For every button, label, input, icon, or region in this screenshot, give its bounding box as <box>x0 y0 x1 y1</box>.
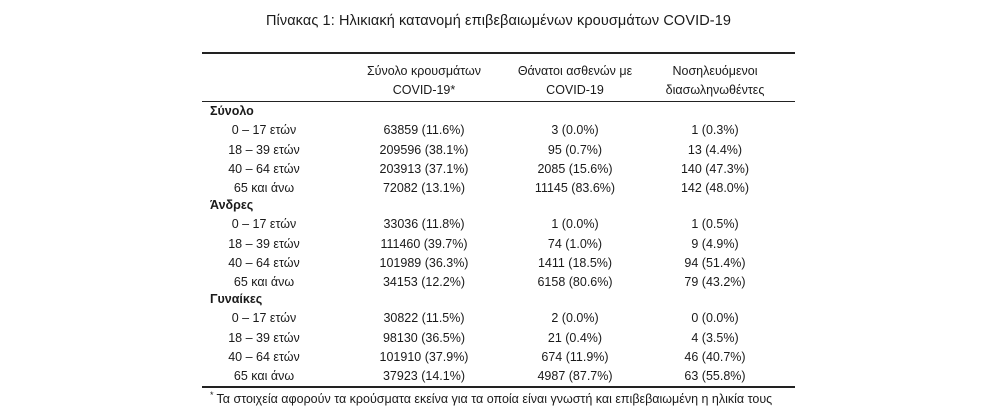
row-label: 0 – 17 ετών <box>231 217 297 232</box>
table-row: 18 – 39 ετών 98130 (36.5%) 21 (0.4%) 4 (3.5… <box>0 331 997 350</box>
intubated-cell: 140 (47.3%) <box>680 161 750 176</box>
cases-cell: 101989 (36.3%) <box>379 255 469 270</box>
table-row: 65 και άνω 37923 (14.1%) 4987 (87.7%) 63 (5… <box>0 369 997 388</box>
row-label: 18 – 39 ετών <box>228 142 300 157</box>
column-header-total-cases: Σύνολο κρουσμάτων COVID-19* <box>345 62 503 100</box>
footnote-marker: * <box>210 390 214 400</box>
cases-cell: 203913 (37.1%) <box>379 161 469 176</box>
deaths-cell: 674 (11.9%) <box>541 349 609 364</box>
cases-cell: 34153 (12.2%) <box>382 275 465 290</box>
intubated-cell: 94 (51.4%) <box>684 255 746 270</box>
intubated-cell: 79 (43.2%) <box>684 275 746 290</box>
deaths-cell: 1411 (18.5%) <box>537 255 613 270</box>
table-row: 65 και άνω 34153 (12.2%) 6158 (80.6%) 79 (4… <box>0 275 997 294</box>
column-header-intubated: Νοσηλευόμενοι διασωληνωθέντες <box>645 62 785 100</box>
table-row: 0 – 17 ετών 30822 (11.5%) 2 (0.0%) 0 (0.0%) <box>0 311 997 330</box>
intubated-cell: 46 (40.7%) <box>684 349 746 364</box>
row-label: 40 – 64 ετών <box>228 349 300 364</box>
table-title: Πίνακας 1: Ηλικιακή κατανομή επιβεβαιωμέ… <box>265 13 732 29</box>
column-header-deaths: Θάνατοι ασθενών με COVID-19 <box>505 62 645 100</box>
row-label: 65 και άνω <box>233 181 295 196</box>
column-header-line: διασωληνωθέντες <box>665 83 765 97</box>
deaths-cell: 4987 (87.7%) <box>537 369 613 384</box>
intubated-cell: 4 (3.5%) <box>691 330 739 345</box>
deaths-cell: 74 (1.0%) <box>547 236 603 251</box>
row-label: 65 και άνω <box>233 369 295 384</box>
cases-cell: 101910 (37.9%) <box>379 349 469 364</box>
row-label: 18 – 39 ετών <box>228 236 300 251</box>
footnote: * Τα στοιχεία αφορούν τα κρούσματα εκείνα… <box>210 390 772 406</box>
cases-cell: 72082 (13.1%) <box>382 181 465 196</box>
cases-cell: 111460 (39.7%) <box>380 236 468 251</box>
row-label: 40 – 64 ετών <box>228 255 300 270</box>
table-top-rule <box>202 52 795 54</box>
row-label: 18 – 39 ετών <box>228 330 300 345</box>
deaths-cell: 11145 (83.6%) <box>534 181 616 196</box>
deaths-cell: 2 (0.0%) <box>551 311 599 326</box>
table-row: 0 – 17 ετών 63859 (11.6%) 3 (0.0%) 1 (0.3%) <box>0 123 997 142</box>
deaths-cell: 95 (0.7%) <box>547 142 603 157</box>
cases-cell: 63859 (11.6%) <box>383 123 465 138</box>
table-row: 65 και άνω 72082 (13.1%) 11145 (83.6%) 142 … <box>0 181 997 200</box>
deaths-cell: 6158 (80.6%) <box>537 275 613 290</box>
column-header-line: COVID-19* <box>392 83 456 97</box>
deaths-cell: 1 (0.0%) <box>551 217 599 232</box>
table-row: 40 – 64 ετών 203913 (37.1%) 2085 (15.6%) 14… <box>0 162 997 181</box>
deaths-cell: 3 (0.0%) <box>551 123 599 138</box>
deaths-cell: 2085 (15.6%) <box>537 161 613 176</box>
column-header-line: Σύνολο κρουσμάτων <box>366 64 482 78</box>
row-label: 65 και άνω <box>233 275 295 290</box>
cases-cell: 209596 (38.1%) <box>379 142 469 157</box>
intubated-cell: 142 (48.0%) <box>680 181 750 196</box>
intubated-cell: 63 (55.8%) <box>684 369 746 384</box>
table-row: 40 – 64 ετών 101989 (36.3%) 1411 (18.5%) 94… <box>0 256 997 275</box>
table-row: 0 – 17 ετών 33036 (11.8%) 1 (0.0%) 1 (0.5%) <box>0 217 997 236</box>
intubated-cell: 13 (4.4%) <box>687 142 743 157</box>
column-header-line: COVID-19 <box>546 83 604 97</box>
cases-cell: 30822 (11.5%) <box>383 311 465 326</box>
row-label: 0 – 17 ετών <box>231 311 297 326</box>
cases-cell: 37923 (14.1%) <box>382 369 465 384</box>
intubated-cell: 1 (0.5%) <box>691 217 739 232</box>
column-header-line: Νοσηλευόμενοι <box>672 64 758 78</box>
intubated-cell: 9 (4.9%) <box>691 236 739 251</box>
table-row: 40 – 64 ετών 101910 (37.9%) 674 (11.9%) 46 … <box>0 350 997 369</box>
intubated-cell: 0 (0.0%) <box>691 311 739 326</box>
section-title-women: Γυναίκες <box>210 292 263 306</box>
section-title-total: Σύνολο <box>210 104 254 118</box>
table-row: 18 – 39 ετών 111460 (39.7%) 74 (1.0%) 9 (4.… <box>0 237 997 256</box>
column-header-line: Θάνατοι ασθενών με <box>517 64 633 78</box>
deaths-cell: 21 (0.4%) <box>547 330 603 345</box>
row-label: 40 – 64 ετών <box>228 161 300 176</box>
row-label: 0 – 17 ετών <box>231 123 297 138</box>
cases-cell: 33036 (11.8%) <box>383 217 465 232</box>
footnote-text: Τα στοιχεία αφορούν τα κρούσματα εκείνα … <box>216 392 773 406</box>
header-rule <box>202 101 795 102</box>
table-bottom-rule <box>202 386 795 388</box>
cases-cell: 98130 (36.5%) <box>382 330 465 345</box>
section-title-men: Άνδρες <box>210 198 254 212</box>
intubated-cell: 1 (0.3%) <box>691 123 739 138</box>
table-row: 18 – 39 ετών 209596 (38.1%) 95 (0.7%) 13 (4… <box>0 143 997 162</box>
